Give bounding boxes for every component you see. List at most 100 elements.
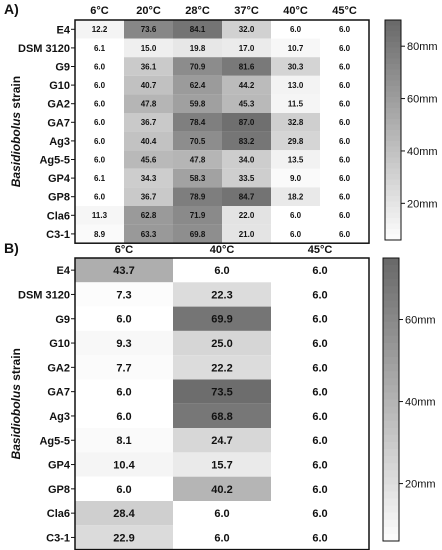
heatmap-cell — [75, 206, 124, 225]
row-label: G10 — [49, 338, 70, 350]
heatmap-cell — [271, 20, 320, 39]
colorbar-segment — [385, 64, 401, 71]
heatmap-cell — [173, 113, 222, 132]
cell-value-label: 6.0 — [290, 230, 302, 239]
heatmap-frame — [74, 19, 370, 244]
row-label: GA7 — [47, 117, 70, 129]
cell-value-label: 6.1 — [94, 174, 106, 183]
colorbar-segment — [385, 47, 401, 54]
heatmap-cell — [75, 131, 124, 151]
cell-value-label: 6.0 — [312, 435, 327, 447]
cell-value-label: 6.0 — [312, 265, 327, 277]
cell-value-label: 15.0 — [141, 44, 157, 53]
heatmap-cell — [75, 476, 173, 501]
colorbar-segment — [385, 218, 401, 225]
heatmap-cell — [173, 428, 271, 453]
heatmap-cell — [173, 75, 222, 95]
colorbar-segment — [383, 498, 399, 507]
row-label: Ag5-5 — [39, 155, 70, 167]
colorbar-segment — [383, 378, 399, 386]
cell-value-label: 22.9 — [113, 532, 134, 544]
cell-value-label: 6.0 — [312, 362, 327, 374]
heatmap-cell — [124, 150, 173, 169]
colorbar-segment — [383, 258, 399, 266]
cell-value-label: 71.9 — [190, 211, 206, 220]
cell-value-label: 13.5 — [288, 155, 304, 164]
heatmap-cell — [271, 150, 320, 169]
cell-value-label: 40.7 — [141, 81, 157, 90]
cell-value-label: 6.0 — [94, 81, 106, 90]
cell-value-label: 40.2 — [211, 484, 232, 496]
row-label: GP4 — [48, 173, 71, 185]
cell-value-label: 32.0 — [239, 25, 255, 34]
colorbar-segment — [383, 392, 399, 401]
cell-value-label: 6.0 — [339, 230, 351, 239]
cell-value-label: 22.0 — [239, 211, 255, 220]
colorbar-segment — [383, 349, 399, 358]
cell-value-label: 9.0 — [290, 174, 302, 183]
colorbar-segment — [383, 441, 399, 450]
heatmap-cell — [173, 150, 222, 169]
y-axis-label-genus: Basidiobolus — [9, 112, 23, 188]
colorbar-segment — [383, 307, 399, 316]
colorbar-segment — [385, 135, 401, 142]
colorbar-segment — [383, 406, 399, 415]
panel-label: A) — [4, 1, 19, 17]
heatmap-cell — [320, 206, 369, 225]
colorbar-segment — [383, 456, 399, 464]
heatmap-cell — [222, 206, 271, 225]
cell-value-label: 6.0 — [214, 532, 229, 544]
cell-value-label: 84.1 — [190, 25, 206, 34]
heatmap-cell — [271, 187, 320, 206]
heatmap-cell — [75, 57, 124, 76]
cell-value-label: 69.9 — [211, 314, 232, 326]
heatmap-cell — [271, 428, 369, 453]
y-axis-label: Basidiobolus strain — [9, 76, 23, 187]
heatmap-cell — [173, 476, 271, 501]
heatmap-cell — [271, 282, 369, 307]
colorbar-segment — [383, 279, 399, 287]
column-label: 37°C — [234, 5, 259, 17]
cell-value-label: 6.0 — [290, 25, 302, 34]
colorbar-segment — [385, 31, 401, 38]
colorbar-segment — [383, 328, 399, 337]
heatmap-cell — [271, 168, 320, 188]
y-axis-label: Basidiobolus strain — [9, 348, 23, 459]
colorbar-segment — [385, 124, 401, 131]
colorbar-tick-label: 40mm — [407, 146, 438, 158]
row-label: Cla6 — [47, 508, 70, 520]
colorbar-segment — [385, 168, 401, 175]
column-label: 45°C — [308, 244, 333, 256]
cell-value-label: 6.0 — [339, 118, 351, 127]
colorbar-segment — [385, 223, 401, 230]
heatmap-cell — [222, 57, 271, 76]
cell-value-label: 7.3 — [116, 289, 131, 301]
heatmap-cell — [222, 75, 271, 95]
colorbar-segment — [385, 86, 401, 93]
row-label: E4 — [57, 265, 71, 277]
colorbar-segment — [385, 229, 401, 236]
heatmap-cell — [75, 525, 173, 550]
colorbar-segment — [385, 80, 401, 87]
colorbar-segment — [385, 36, 401, 43]
heatmap-cell — [271, 38, 320, 58]
heatmap-cell — [75, 330, 173, 356]
cell-value-label: 6.0 — [94, 62, 106, 71]
row-label: DSM 3120 — [18, 289, 70, 301]
cell-value-label: 25.0 — [211, 338, 232, 350]
cell-value-label: 7.7 — [116, 362, 131, 374]
heatmap-cell — [271, 224, 320, 244]
cell-value-label: 11.3 — [92, 211, 108, 220]
cell-value-label: 47.8 — [141, 100, 157, 109]
cell-value-label: 81.6 — [239, 62, 255, 71]
row-label: Ag3 — [49, 136, 70, 148]
column-label: 45°C — [332, 5, 357, 17]
heatmap-cell — [173, 355, 271, 380]
colorbar-segment — [385, 75, 401, 82]
colorbar-segment — [383, 293, 399, 302]
cell-value-label: 87.0 — [239, 118, 255, 127]
colorbar-segment — [385, 108, 401, 115]
heatmap-cell — [222, 20, 271, 39]
colorbar-segment — [383, 512, 399, 521]
row-label: Cla6 — [47, 210, 70, 222]
